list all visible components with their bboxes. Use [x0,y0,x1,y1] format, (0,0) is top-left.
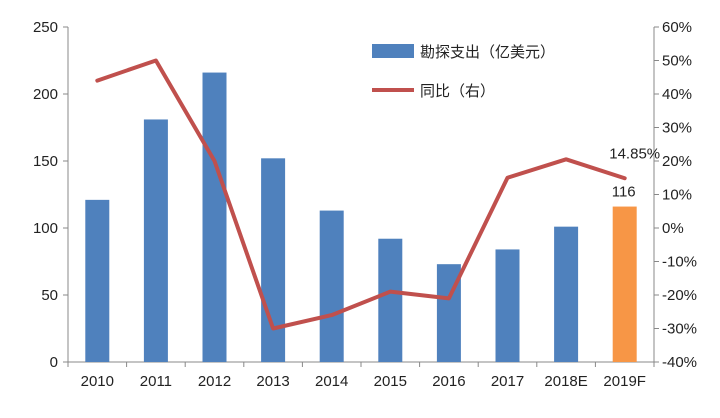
bar-2017 [495,249,520,362]
y-left-tick-label: 150 [33,153,58,170]
line-point-2014 [331,314,333,316]
y-right-tick-label: 40% [662,86,692,103]
legend-label-line: 同比（右） [420,82,495,100]
bar-2011 [143,119,168,363]
y-left-tick-label: 200 [33,86,58,103]
y-right-tick-label: -40% [662,354,697,371]
x-tick-label: 2014 [315,373,348,390]
x-tick-label: 2013 [256,373,289,390]
x-tick-label: 2016 [432,373,465,390]
annotation-bar-label: 116 [612,184,636,201]
line-point-2017 [507,177,508,179]
line-point-2012 [214,160,215,162]
y-right-tick-label: 0% [662,220,684,237]
line-point-2015 [389,291,391,293]
x-tick-label: 2019F [603,373,646,390]
line-point-2018E [565,158,567,160]
bar-2010 [85,199,110,362]
y-right-tick-label: 30% [662,120,692,137]
y-right-tick-label: 20% [662,153,692,170]
x-tick-label: 2011 [140,373,172,390]
y-right-tick-label: 10% [662,187,692,204]
bar-2019F [612,206,637,362]
legend-label-bar: 勘探支出（亿美元） [420,43,555,61]
x-tick-label: 2012 [198,373,231,390]
bar-2018E [554,226,579,362]
y-left-tick-label: 50 [41,287,58,304]
line-point-2019F [624,177,626,179]
line-point-2010 [96,80,98,82]
legend-swatch-bar [372,44,414,58]
bar-2013 [261,158,286,362]
line-point-2011 [155,60,157,61]
annotation-yoy-label: 14.85% [609,145,660,162]
y-left-tick-label: 250 [33,19,58,36]
y-right-tick-label: -10% [662,254,697,271]
y-left-tick-label: 0 [50,354,58,371]
x-tick-label: 2010 [81,373,114,390]
y-right-tick-label: 50% [662,53,692,70]
x-tick-label: 2018E [544,373,587,390]
bar-2012 [202,72,227,362]
bar-2014 [319,210,344,362]
y-left-tick-label: 100 [33,220,58,237]
bar-2015 [378,238,403,362]
line-point-2013 [272,328,274,329]
x-tick-label: 2015 [374,373,407,390]
y-right-tick-label: -30% [662,321,697,338]
y-right-tick-label: 60% [662,19,692,36]
line-series-yoy [95,58,627,331]
x-tick-label: 2017 [491,373,524,390]
y-right-tick-label: -20% [662,287,697,304]
line-point-2016 [448,297,450,299]
